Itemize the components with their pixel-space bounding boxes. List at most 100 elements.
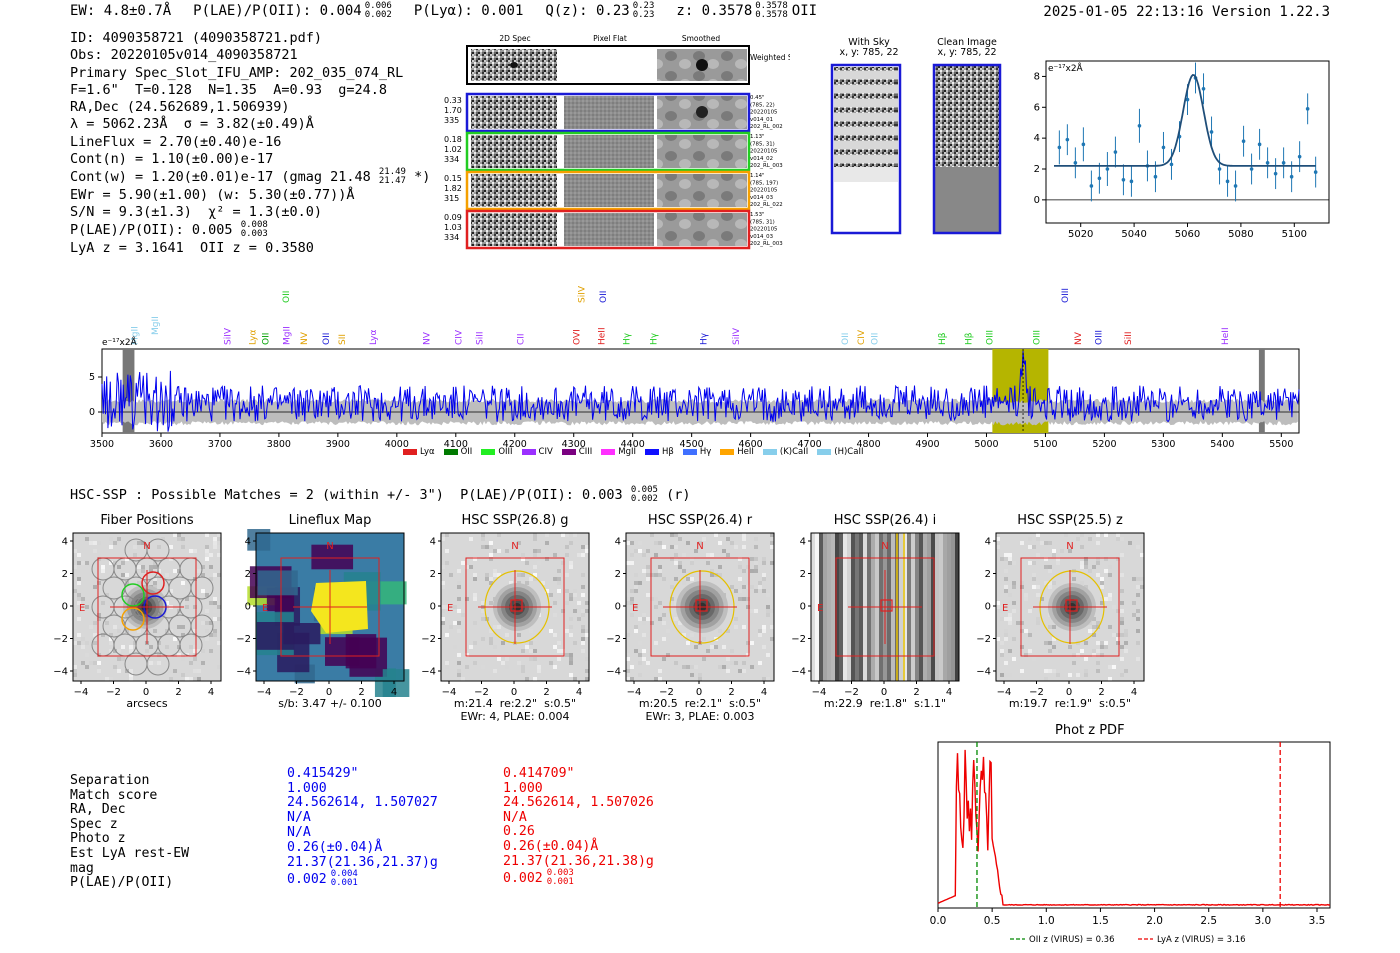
fullspec-line-label: CIV xyxy=(857,329,867,345)
cutout-pixel xyxy=(77,581,81,585)
cutout-pixel xyxy=(581,545,585,549)
cutout-pixel xyxy=(533,577,537,581)
cutout-pixel xyxy=(1120,673,1124,677)
cutout-pixel xyxy=(678,565,682,569)
cutout-pixel xyxy=(113,541,117,545)
cutout-pixel xyxy=(113,649,117,653)
cutout-pixel xyxy=(746,641,750,645)
fullspec-mask xyxy=(1258,349,1265,433)
cutout-pixel xyxy=(698,541,702,545)
cutout-pixel xyxy=(497,549,501,553)
cutout-pixel xyxy=(1000,557,1004,561)
cutout-pixel xyxy=(565,629,569,633)
cutout-pixel xyxy=(89,625,93,629)
cutout-pixel xyxy=(1032,573,1036,577)
cutout-pixel xyxy=(73,669,77,673)
cutout-ytick-label: −2 xyxy=(421,634,436,645)
cutout-pixel xyxy=(654,597,658,601)
cutout-pixel xyxy=(1072,577,1076,581)
spec-row-smooth xyxy=(657,174,747,207)
cutout-pixel xyxy=(1084,585,1088,589)
north-label: N xyxy=(696,541,703,552)
cutout-pixel xyxy=(117,669,121,673)
cutout-pixel xyxy=(521,557,525,561)
match-plae-hi: 0.003 xyxy=(546,868,574,879)
cutout-pixel xyxy=(181,581,185,585)
cutout-xtick-label: −2 xyxy=(659,687,674,697)
cutout-pixel xyxy=(505,549,509,553)
north-label: N xyxy=(326,541,333,552)
cutout-pixel xyxy=(553,601,557,605)
cutout-pixel xyxy=(205,545,209,549)
cutout-pixel xyxy=(638,661,642,665)
cutout-pixel xyxy=(738,577,742,581)
cutout-pixel xyxy=(109,545,113,549)
cutout-pixel xyxy=(153,577,157,581)
cutout-pixel xyxy=(537,669,541,673)
spec-row-right-label: (785, 22) xyxy=(750,102,775,108)
legend-item: OIII xyxy=(481,447,513,457)
cutout-pixel xyxy=(205,533,209,537)
cutout-pixel xyxy=(722,549,726,553)
cutout-xtick-label: 0 xyxy=(511,687,517,697)
cutout-pixel xyxy=(441,585,445,589)
cutout-pixel xyxy=(157,545,161,549)
spec-row-flat xyxy=(564,96,654,129)
cutout-frame xyxy=(255,532,405,682)
cutout-pixel xyxy=(682,581,686,585)
cutout-pixel xyxy=(141,541,145,545)
info-params: F=1.6" T=0.128 N=1.35 A=0.93 g=24.8 xyxy=(70,81,387,98)
cutout-pixel xyxy=(734,625,738,629)
cutout-xtick-label: −2 xyxy=(844,687,859,697)
cutout-pixel xyxy=(718,629,722,633)
cutout-pixel xyxy=(1112,633,1116,637)
cutout-pixel xyxy=(738,597,742,601)
legend-swatch xyxy=(682,449,697,455)
cutout-pixel xyxy=(77,597,81,601)
cutout-pixel xyxy=(529,629,533,633)
cutout-pixel xyxy=(742,537,746,541)
fullspec-xtick-label: 4800 xyxy=(856,439,880,450)
fullspec-line-label: Hβ xyxy=(965,332,975,345)
cutout-pixel xyxy=(585,633,589,637)
cutout-panel: N E 4 2 0 −2 −4 −4 −2 0 2 4 xyxy=(976,532,1145,697)
cutout-stripe xyxy=(815,533,819,681)
cutout-stripe xyxy=(819,533,823,681)
match-value: 21.37(21.36,21.38)g xyxy=(503,853,654,869)
cutout-pixel xyxy=(573,641,577,645)
spec-row-left-label: 334 xyxy=(444,233,459,242)
cutout-pixel xyxy=(97,665,101,669)
cutout-pixel xyxy=(493,669,497,673)
spec-row-right-label: v014_01 xyxy=(750,117,773,123)
cutout-pixel xyxy=(1032,561,1036,565)
cutout-pixel xyxy=(153,561,157,565)
cutout-match-box xyxy=(510,599,523,612)
match-plae-bounds: 0.003 0.001 xyxy=(547,869,574,887)
legend-item: (K)CaII xyxy=(762,447,808,457)
cutout-pixel xyxy=(1084,641,1088,645)
cutout-pixel xyxy=(1004,673,1008,677)
cutout-pixel xyxy=(521,649,525,653)
match-col2: 0.414709" 1.000 24.562614, 1.507026 N/A 0.26… xyxy=(503,766,654,887)
cutout-pixel xyxy=(189,549,193,553)
cutout-pixel xyxy=(493,569,497,573)
cutout-pixel xyxy=(1104,645,1108,649)
cutout-pixel xyxy=(493,573,497,577)
legend-label: Lyα xyxy=(420,447,435,457)
cutout-pixel xyxy=(217,553,221,557)
cutout-pixel xyxy=(77,633,81,637)
cutout-pixel xyxy=(1076,673,1080,677)
cutout-pixel xyxy=(1120,657,1124,661)
cutout-pixel xyxy=(1032,545,1036,549)
cutout-pixel xyxy=(153,629,157,633)
cutout-pixel xyxy=(1100,653,1104,657)
cutout-pixel xyxy=(766,677,770,681)
cutout-pixel xyxy=(1004,661,1008,665)
cutout-pixel xyxy=(181,657,185,661)
cutout-pixel xyxy=(634,629,638,633)
cutout-pixel xyxy=(217,617,221,621)
cutout-pixel xyxy=(1096,573,1100,577)
cutout-xtick-label: 4 xyxy=(576,687,582,697)
cutout-pixel xyxy=(754,545,758,549)
spec-row-left-label: 1.70 xyxy=(444,106,462,115)
